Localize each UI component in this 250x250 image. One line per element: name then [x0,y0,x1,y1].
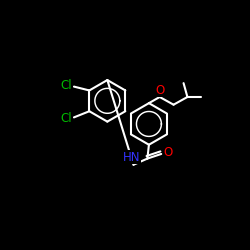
Text: Cl: Cl [60,112,72,126]
Text: HN: HN [123,150,141,164]
Text: O: O [155,84,164,96]
Text: O: O [164,146,173,159]
Text: Cl: Cl [60,78,72,92]
